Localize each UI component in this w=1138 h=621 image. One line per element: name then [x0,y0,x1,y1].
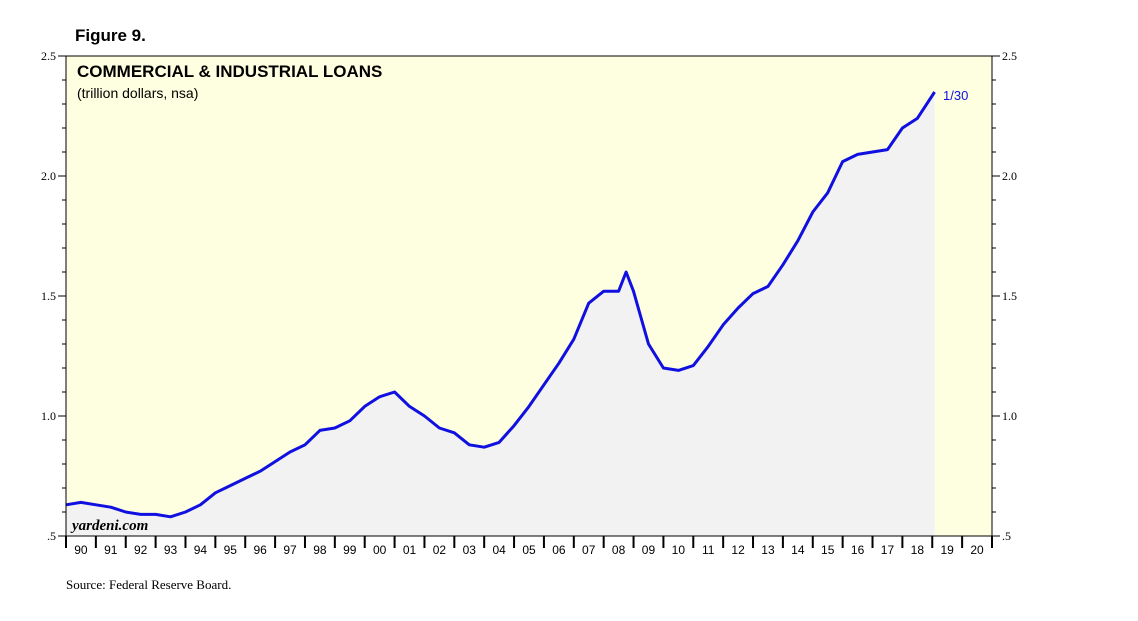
area-fill [66,92,935,536]
chart-subtitle: (trillion dollars, nsa) [77,85,198,101]
x-tick-label: 01 [403,543,417,557]
x-tick-label: 16 [851,543,865,557]
x-tick-label: 14 [791,543,805,557]
x-tick-label: 13 [761,543,775,557]
x-axis: 90 91 92 93 94 95 96 97 98 99 00 01 02 03 04 05 06 07 08 09… [65,536,993,557]
x-tick-label: 05 [522,543,536,557]
x-tick-label: 06 [552,543,566,557]
x-tick-label: 04 [492,543,506,557]
x-tick-label: 95 [224,543,238,557]
y-tick-label-left: .5 [47,529,56,543]
x-tick-label: 12 [731,543,745,557]
x-tick-label: 07 [582,543,596,557]
x-tick-label: 98 [313,543,327,557]
y-tick-label-right: 1.0 [1002,409,1017,423]
y-tick-label-right: .5 [1002,529,1011,543]
x-tick-label: 18 [911,543,925,557]
end-label: 1/30 [943,88,968,103]
x-tick-label: 97 [283,543,297,557]
x-tick-label: 10 [672,543,686,557]
x-tick-label: 96 [253,543,267,557]
x-tick-label: 94 [194,543,208,557]
y-tick-label-right: 1.5 [1002,289,1017,303]
y-tick-label-left: 2.5 [41,49,56,63]
x-tick-label: 02 [433,543,447,557]
watermark: yardeni.com [70,518,148,534]
x-tick-label: 15 [821,543,835,557]
x-tick-label: 03 [463,543,477,557]
x-tick-label: 93 [164,543,178,557]
y-tick-label-right: 2.0 [1002,169,1017,183]
y-tick-label-left: 2.0 [41,169,56,183]
figure-label: Figure 9. [75,26,146,45]
x-tick-label: 99 [343,543,357,557]
chart-title: COMMERCIAL & INDUSTRIAL LOANS [77,62,382,81]
x-tick-label: 09 [642,543,656,557]
y-axis: 2.5 2.5 2.0 2.0 1.5 1.5 1.0 1.0 .5 .5 [41,49,1017,543]
source-note: Source: Federal Reserve Board. [66,577,232,592]
y-tick-label-left: 1.0 [41,409,56,423]
x-tick-label: 00 [373,543,387,557]
y-tick-label-right: 2.5 [1002,49,1017,63]
x-tick-label: 92 [134,543,148,557]
x-tick-label: 20 [970,543,984,557]
series-line [65,91,936,519]
y-tick-label-left: 1.5 [41,289,56,303]
x-tick-label: 08 [612,543,626,557]
x-tick-label: 11 [702,543,715,557]
x-tick-label: 90 [74,543,88,557]
x-tick-label: 17 [881,543,895,557]
x-tick-label: 91 [104,543,118,557]
x-tick-label: 19 [941,543,955,557]
